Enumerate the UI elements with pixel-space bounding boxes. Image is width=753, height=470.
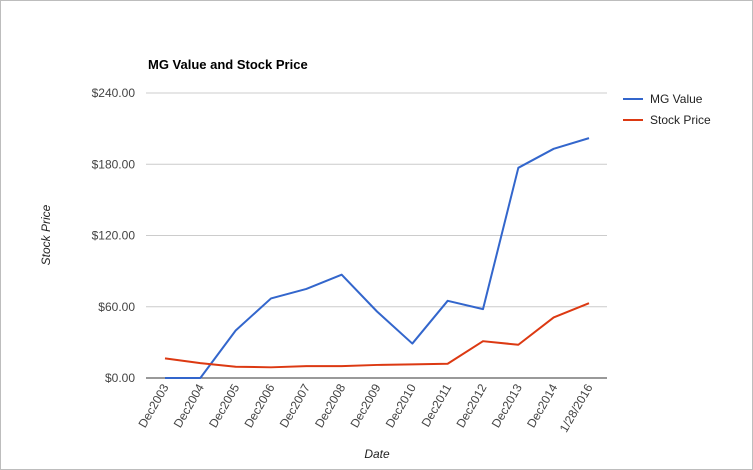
x-tick-label: Dec2004 — [171, 381, 207, 430]
x-tick-label: 1/28/2016 — [557, 381, 596, 435]
y-tick-label: $180.00 — [92, 157, 136, 171]
x-tick-label: Dec2012 — [453, 381, 489, 430]
x-tick-label: Dec2013 — [489, 381, 525, 430]
x-tick-label: Dec2007 — [277, 381, 313, 430]
x-tick-label: Dec2008 — [312, 381, 348, 430]
legend-label: Stock Price — [650, 113, 711, 127]
legend: MG Value Stock Price — [623, 92, 711, 127]
x-tick-label: Dec2009 — [347, 381, 383, 430]
series-lines — [164, 137, 590, 379]
y-tick-label: $120.00 — [92, 229, 136, 243]
legend-label: MG Value — [650, 92, 703, 106]
y-tick-labels: $0.00 $60.00 $120.00 $180.00 $240.00 — [92, 86, 136, 385]
y-tick-label: $240.00 — [92, 86, 136, 100]
x-axis-title: Date — [364, 447, 390, 461]
x-tick-labels: Dec2003 Dec2004 Dec2005 Dec2006 Dec2007 Dec20… — [135, 381, 595, 435]
x-tick-label: Dec2011 — [419, 381, 455, 429]
x-tick-label: Dec2010 — [383, 381, 419, 430]
y-tick-label: $60.00 — [98, 300, 135, 314]
chart-title: MG Value and Stock Price — [148, 57, 308, 72]
y-tick-label: $0.00 — [105, 371, 135, 385]
y-axis-title: Stock Price — [39, 204, 53, 265]
x-tick-label: Dec2003 — [135, 381, 171, 430]
x-tick-label: Dec2014 — [524, 381, 560, 430]
gridlines — [146, 92, 607, 379]
series-line-mg-value — [165, 137, 590, 379]
x-tick-label: Dec2005 — [206, 381, 242, 430]
x-tick-label: Dec2006 — [241, 381, 277, 430]
